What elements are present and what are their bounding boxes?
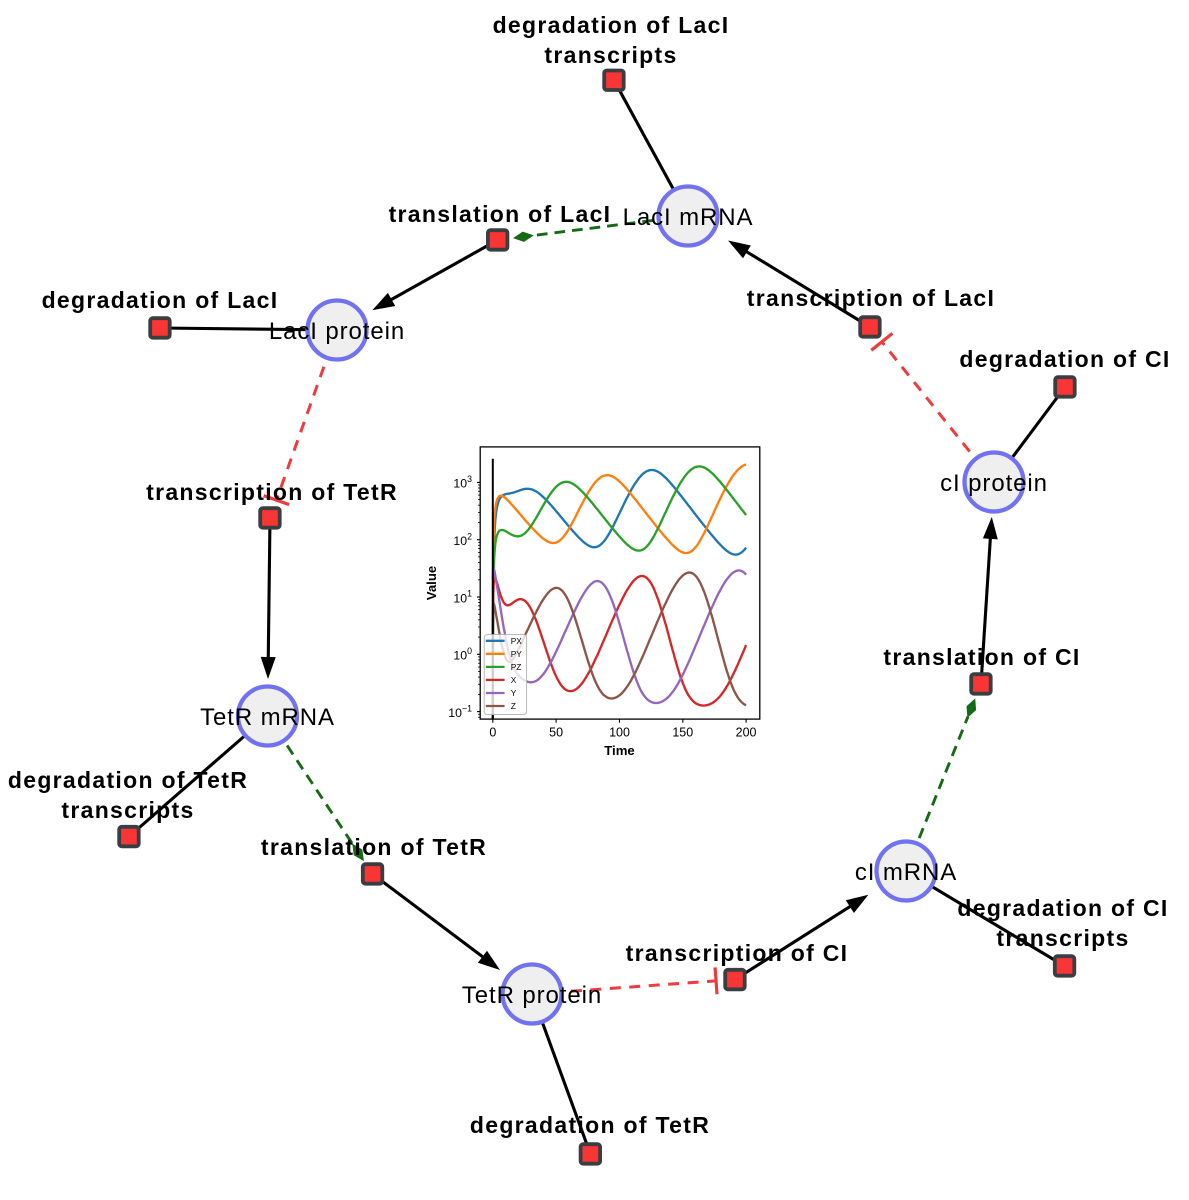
svg-text:10−1: 10−1	[448, 703, 472, 720]
svg-text:X: X	[511, 675, 517, 685]
svg-text:PX: PX	[511, 636, 523, 646]
svg-text:degradation of CI: degradation of CI	[959, 346, 1170, 372]
svg-text:translation of CI: translation of CI	[883, 644, 1080, 670]
svg-text:Time: Time	[604, 743, 635, 758]
svg-text:translation of LacI: translation of LacI	[389, 201, 612, 227]
svg-text:101: 101	[453, 589, 472, 606]
svg-text:102: 102	[453, 531, 472, 548]
svg-text:TetR protein: TetR protein	[462, 982, 602, 1009]
svg-text:degradation of CI: degradation of CI	[957, 895, 1168, 921]
svg-text:LacI mRNA: LacI mRNA	[623, 204, 754, 231]
svg-text:transcripts: transcripts	[544, 42, 677, 68]
svg-text:Z: Z	[511, 701, 516, 711]
svg-text:TetR mRNA: TetR mRNA	[200, 704, 335, 731]
svg-text:transcription of LacI: transcription of LacI	[747, 285, 995, 311]
svg-text:degradation of LacI: degradation of LacI	[493, 12, 730, 38]
svg-text:Value: Value	[424, 566, 439, 600]
svg-text:LacI protein: LacI protein	[269, 318, 405, 345]
svg-text:translation of TetR: translation of TetR	[261, 834, 487, 860]
svg-text:cI mRNA: cI mRNA	[855, 859, 957, 886]
svg-text:transcripts: transcripts	[996, 925, 1129, 951]
svg-text:200: 200	[736, 726, 757, 740]
svg-text:transcription of TetR: transcription of TetR	[146, 479, 398, 505]
svg-text:cI protein: cI protein	[940, 470, 1048, 497]
svg-text:150: 150	[672, 726, 693, 740]
svg-text:PY: PY	[511, 649, 523, 659]
svg-text:degradation of LacI: degradation of LacI	[42, 287, 279, 313]
svg-text:transcription of CI: transcription of CI	[626, 940, 849, 966]
svg-text:50: 50	[549, 726, 563, 740]
svg-text:transcripts: transcripts	[61, 797, 194, 823]
svg-text:degradation of TetR: degradation of TetR	[8, 767, 248, 793]
svg-text:100: 100	[453, 646, 472, 663]
svg-text:0: 0	[489, 726, 496, 740]
svg-text:degradation of TetR: degradation of TetR	[470, 1112, 710, 1138]
svg-text:103: 103	[453, 474, 472, 491]
svg-text:PZ: PZ	[511, 662, 522, 672]
svg-text:100: 100	[609, 726, 630, 740]
svg-text:Y: Y	[511, 688, 517, 698]
